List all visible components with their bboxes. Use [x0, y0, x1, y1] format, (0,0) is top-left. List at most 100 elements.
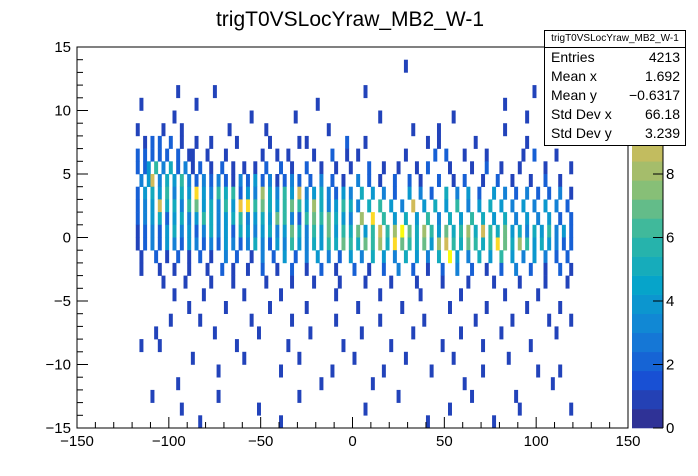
- heatmap-cell: [381, 161, 386, 175]
- heatmap-cell: [190, 161, 195, 175]
- palette-band: [632, 351, 663, 372]
- heatmap-cell: [411, 262, 416, 276]
- heatmap-cell: [172, 174, 177, 187]
- y-tick-label: −10: [46, 357, 71, 374]
- heatmap-cell: [536, 186, 541, 200]
- heatmap-cell: [150, 212, 155, 226]
- heatmap-cell: [352, 351, 357, 365]
- heatmap-cell: [312, 212, 317, 226]
- palette-band: [632, 256, 663, 276]
- heatmap-cell: [172, 237, 177, 251]
- heatmap-cell: [554, 224, 559, 238]
- heatmap-cell: [514, 186, 519, 200]
- heatmap-cell: [260, 224, 265, 238]
- heatmap-cell: [190, 148, 195, 162]
- heatmap-cell: [194, 199, 199, 213]
- heatmap-cell: [569, 313, 574, 327]
- heatmap-cell: [268, 186, 272, 200]
- heatmap-cell: [238, 212, 243, 226]
- heatmap-cell: [451, 110, 456, 124]
- heatmap-cell: [150, 224, 155, 238]
- stats-row-stddev-x: Std Dev x 66.18: [545, 105, 685, 124]
- heatmap-cell: [569, 224, 574, 238]
- heatmap-cell: [448, 301, 452, 314]
- heatmap-cell: [543, 250, 548, 264]
- heatmap-cell: [201, 288, 206, 302]
- heatmap-cell: [290, 161, 295, 175]
- heatmap-cell: [356, 148, 361, 162]
- heatmap-cell: [150, 186, 155, 200]
- heatmap-cell: [389, 339, 394, 353]
- heatmap-cell: [330, 174, 335, 187]
- palette-band: [632, 161, 663, 181]
- heatmap-cell: [231, 199, 236, 213]
- heatmap-cell: [569, 161, 574, 175]
- heatmap-cell: [543, 174, 548, 187]
- heatmap-cell: [462, 377, 467, 391]
- heatmap-cell: [370, 237, 375, 251]
- heatmap-cell: [275, 199, 280, 213]
- heatmap-cell: [187, 301, 192, 314]
- heatmap-cell: [157, 135, 162, 149]
- heatmap-cell: [448, 212, 452, 226]
- heatmap-cell: [172, 186, 177, 200]
- heatmap-cell: [187, 148, 192, 162]
- heatmap-cell: [198, 250, 203, 264]
- heatmap-cell: [514, 212, 519, 226]
- heatmap-cell: [345, 135, 350, 149]
- heatmap-cell: [279, 161, 284, 175]
- heatmap-cell: [440, 275, 445, 289]
- heatmap-cell: [275, 148, 280, 162]
- heatmap-cell: [172, 288, 177, 302]
- heatmap-cell: [179, 402, 184, 416]
- heatmap-cell: [282, 250, 287, 264]
- heatmap-cell: [245, 262, 250, 276]
- heatmap-cell: [275, 262, 280, 276]
- heatmap-cell: [282, 174, 287, 187]
- heatmap-cell: [414, 161, 419, 175]
- heatmap-cell: [425, 212, 430, 226]
- heatmap-cell: [139, 250, 144, 264]
- heatmap-cell: [392, 237, 397, 251]
- heatmap-cell: [319, 174, 324, 187]
- heatmap-cell: [297, 135, 302, 149]
- heatmap-cell: [411, 123, 416, 137]
- heatmap-cell: [422, 224, 427, 238]
- heatmap-cell: [249, 250, 254, 264]
- heatmap-cell: [370, 186, 375, 200]
- heatmap-cell: [205, 148, 210, 162]
- heatmap-cell: [330, 364, 335, 378]
- heatmap-cell: [385, 224, 390, 238]
- heatmap-cell: [521, 148, 526, 162]
- heatmap-cell: [561, 237, 566, 251]
- stats-label: Std Dev x: [551, 106, 612, 122]
- palette-band: [632, 237, 663, 257]
- heatmap-cell: [238, 186, 243, 200]
- heatmap-cell: [264, 275, 269, 289]
- heatmap-cell: [525, 110, 530, 124]
- heatmap-cell: [212, 85, 217, 99]
- heatmap-cell: [414, 212, 419, 226]
- heatmap-cell: [308, 174, 313, 187]
- heatmap-cell: [223, 212, 228, 226]
- heatmap-cell: [139, 339, 144, 353]
- heatmap-cell: [176, 250, 181, 264]
- heatmap-cell: [172, 224, 177, 238]
- heatmap-cell: [403, 148, 408, 162]
- heatmap-cell: [466, 250, 471, 264]
- heatmap-cell: [201, 237, 206, 251]
- heatmap-cell: [451, 224, 456, 238]
- heatmap-cell: [319, 186, 324, 200]
- heatmap-cell: [135, 224, 140, 238]
- heatmap-cell: [143, 212, 148, 226]
- heatmap-cell: [279, 415, 284, 429]
- heatmap-cell: [378, 237, 383, 251]
- heatmap-cell: [315, 97, 320, 111]
- heatmap-cell: [238, 224, 243, 238]
- palette-band: [632, 180, 663, 200]
- heatmap-cell: [209, 237, 214, 251]
- heatmap-cell: [216, 186, 221, 200]
- heatmap-cell: [547, 313, 552, 327]
- heatmap-cell: [326, 250, 331, 264]
- heatmap-cell: [168, 161, 173, 175]
